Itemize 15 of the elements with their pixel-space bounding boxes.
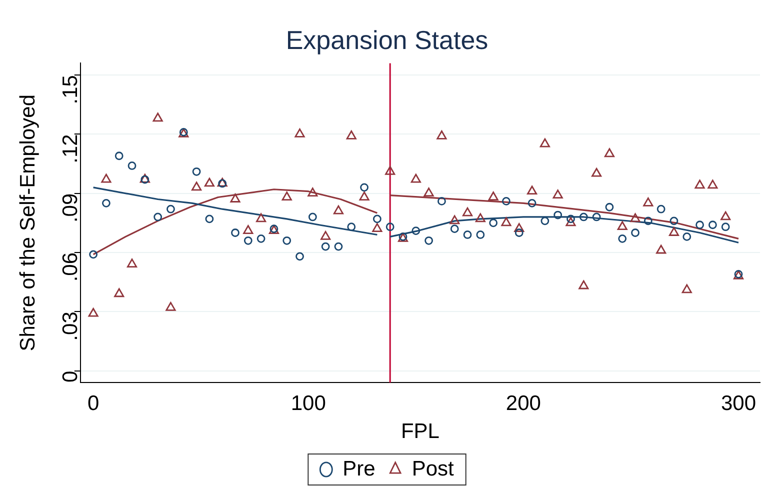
- x-tick-label: 100: [290, 392, 326, 415]
- x-tick-label: 300: [720, 392, 756, 415]
- x-tick-label: 200: [506, 392, 541, 415]
- legend-label: Post: [412, 457, 454, 480]
- y-tick-label: .15: [59, 75, 82, 104]
- y-axis-title: Share of the Self-Employed: [16, 94, 40, 352]
- chart-title: Expansion States: [286, 24, 488, 55]
- y-tick-label: .12: [59, 134, 82, 164]
- legend-label: Pre: [342, 457, 376, 480]
- x-tick-label: 0: [87, 392, 100, 415]
- y-tick-label: .06: [59, 252, 82, 282]
- y-tick-label: .03: [59, 312, 82, 341]
- x-axis-title: FPL: [400, 420, 440, 444]
- y-tick-label: 0: [59, 370, 82, 382]
- y-tick-label: .09: [59, 193, 82, 223]
